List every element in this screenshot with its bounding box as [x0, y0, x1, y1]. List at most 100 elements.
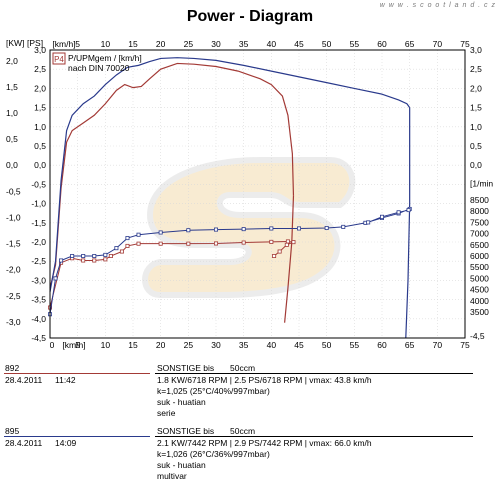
left-ps-tick-label: 0,5 [34, 141, 46, 151]
left-ps-tick-label: -3,0 [31, 275, 46, 285]
run-895-separator [155, 436, 473, 437]
rpm-point-892 [241, 240, 246, 245]
legend-line-2: nach DIN 70020 [68, 63, 130, 73]
left-kw-tick-label: -2,0 [6, 265, 21, 275]
left-ps-tick-label: -1,0 [31, 199, 46, 209]
x-axis-label-top: [km/h] [52, 39, 75, 49]
rpm-point-892 [186, 241, 191, 246]
left-ps-tick-label: -4,5 [31, 333, 46, 343]
run-895-separator-blue [4, 436, 150, 437]
power-curve-895 [49, 57, 411, 293]
x-tick-label-top: 45 [294, 39, 304, 49]
right-ps-tick-label: 1,0 [470, 122, 482, 132]
x-tick-label-bottom: 35 [239, 340, 249, 350]
left-axis-unit-ps: [PS] [27, 38, 43, 48]
rpm-point-892 [291, 240, 296, 245]
rpm-point-895 [379, 214, 384, 219]
rpm-point-892 [108, 253, 113, 258]
x-tick-label-top: 60 [377, 39, 387, 49]
left-ps-tick-label: 2,5 [34, 64, 46, 74]
run-895-note: multivar [157, 471, 187, 481]
x-tick-label-bottom: 30 [211, 340, 221, 350]
x-tick-label-top: 5 [75, 39, 80, 49]
x-tick-label-top: 30 [211, 39, 221, 49]
left-ps-tick-label: 2,0 [34, 83, 46, 93]
x-tick-label-top: 75 [460, 39, 470, 49]
run-895-id: 895 [5, 426, 20, 436]
run-895-type: SONSTIGE bis [157, 426, 215, 436]
right-ps-tick-label: 3,0 [470, 45, 482, 55]
x-tick-label-top: 25 [184, 39, 194, 49]
chart-series [48, 57, 412, 339]
right-rpm-tick-label: 4000 [470, 296, 489, 306]
right-ps-tick-label: 1,5 [470, 103, 482, 113]
left-ps-tick-label: 1,0 [34, 122, 46, 132]
rpm-point-895 [59, 258, 64, 263]
right-rpm-tick-label: 8000 [470, 206, 489, 216]
rpm-point-895 [396, 210, 401, 215]
power-diagram-chart: 5510101515202025253030353540404545505055… [6, 38, 493, 350]
rpm-point-892 [284, 242, 289, 247]
right-ps-tick-label: 2,0 [470, 83, 482, 93]
right-ps-tick-label: 2,5 [470, 64, 482, 74]
rpm-point-895 [366, 220, 371, 225]
rpm-point-892 [272, 253, 277, 258]
right-rpm-tick-label: 7000 [470, 229, 489, 239]
rpm-point-892 [125, 243, 130, 248]
chart-grid [49, 49, 466, 339]
rpm-point-892 [158, 241, 163, 246]
x-tick-label-bottom: 60 [377, 340, 387, 350]
x-tick-label-bottom: 45 [294, 340, 304, 350]
run-892-id: 892 [5, 363, 20, 373]
left-kw-tick-label: -2,5 [6, 291, 21, 301]
left-ps-tick-label: -2,5 [31, 256, 46, 266]
right-rpm-tick-label: 6500 [470, 240, 489, 250]
run-895-time: 14:09 [55, 438, 77, 448]
rpm-point-895 [406, 208, 411, 213]
rpm-point-892 [103, 257, 108, 262]
run-892-separator-red [4, 373, 150, 374]
x-tick-label-bottom: 70 [433, 340, 443, 350]
left-kw-tick-label: 1,0 [6, 108, 18, 118]
x-tick-label-top: 40 [267, 39, 277, 49]
rpm-point-892 [119, 249, 124, 254]
rpm-point-895 [341, 224, 346, 229]
x-tick-label-bottom: 20 [156, 340, 166, 350]
rpm-point-895 [213, 227, 218, 232]
left-ps-tick-label: 1,5 [34, 103, 46, 113]
rpm-point-895 [92, 253, 97, 258]
x-tick-label-top: 55 [350, 39, 360, 49]
legend-badge-text: P4 [54, 55, 64, 64]
run-892-type: SONSTIGE bis [157, 363, 215, 373]
rpm-point-895 [158, 230, 163, 235]
rpm-point-895 [324, 225, 329, 230]
right-axis-rpm-label: [1/min [470, 179, 493, 189]
rpm-point-895 [53, 276, 58, 281]
rpm-point-892 [277, 249, 282, 254]
x-tick-label-top: 10 [101, 39, 111, 49]
rpm-point-895 [296, 226, 301, 231]
left-kw-tick-label: 2,0 [6, 56, 18, 66]
left-ps-tick-label: -0,5 [31, 179, 46, 189]
rpm-point-895 [125, 236, 130, 241]
x-tick-label-bottom: 40 [267, 340, 277, 350]
x-tick-label-top: 35 [239, 39, 249, 49]
x-tick-label-bottom: 65 [405, 340, 415, 350]
right-ps-tick-label: 0,0 [470, 160, 482, 170]
rpm-point-895 [186, 228, 191, 233]
page-title: Power - Diagram [186, 8, 314, 25]
x-tick-label-bottom: 0 [50, 340, 55, 350]
x-tick-label-bottom: 55 [350, 340, 360, 350]
left-kw-tick-label: -1,5 [6, 239, 21, 249]
left-kw-tick-label: 0,0 [6, 160, 18, 170]
left-kw-tick-label: -1,0 [6, 212, 21, 222]
rpm-point-895 [269, 226, 274, 231]
x-tick-label-bottom: 50 [322, 340, 332, 350]
x-axis-label-bottom: [km/h] [62, 340, 85, 350]
chart-axes: 5510101515202025253030353540404545505055… [6, 38, 493, 350]
x-tick-label-top: 15 [128, 39, 138, 49]
x-tick-label-top: 65 [405, 39, 415, 49]
x-tick-label-bottom: 15 [128, 340, 138, 350]
left-kw-tick-label: 0,5 [6, 134, 18, 144]
rpm-point-895 [70, 253, 75, 258]
